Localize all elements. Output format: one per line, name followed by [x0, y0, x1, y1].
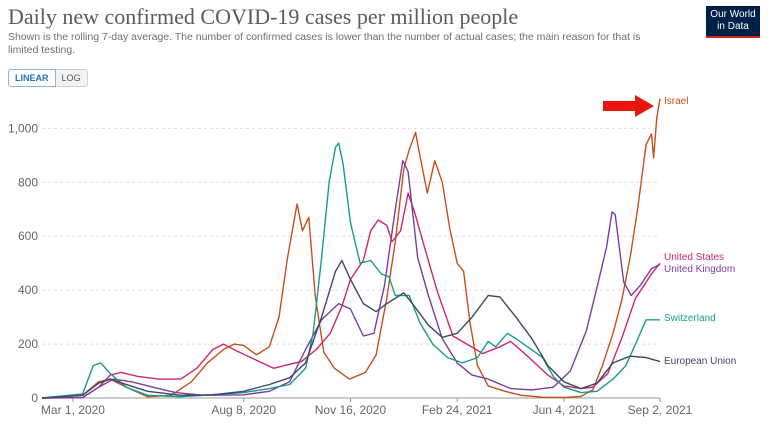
logo-line-1: Our World: [710, 9, 756, 20]
x-tick-label: Mar 1, 2020: [41, 403, 105, 417]
series-label: United Kingdom: [664, 264, 735, 275]
y-tick-label: 1,000: [8, 121, 38, 135]
series-line-israel: [41, 98, 661, 399]
y-tick-label: 600: [18, 229, 38, 243]
chart-title: Daily new confirmed COVID-19 cases per m…: [8, 4, 519, 29]
y-tick-label: 400: [18, 283, 38, 297]
series-label: European Union: [664, 356, 736, 367]
annotation-arrow-icon: [603, 95, 654, 117]
linear-scale-button[interactable]: LINEAR: [8, 69, 56, 87]
y-tick-label: 0: [31, 391, 38, 405]
chart-subtitle: Shown is the rolling 7-day average. The …: [8, 31, 641, 56]
y-tick-label: 200: [18, 337, 38, 351]
series-label: Israel: [664, 96, 688, 107]
x-tick-label: Nov 16, 2020: [315, 403, 387, 417]
scale-toggle: LINEAR LOG: [8, 69, 88, 87]
x-tick-label: Feb 24, 2021: [422, 403, 493, 417]
series-label: Switzerland: [664, 313, 716, 324]
series-line-switzerland: [41, 142, 660, 399]
series-line-european-union: [41, 259, 661, 399]
x-tick-label: Aug 8, 2020: [211, 403, 276, 417]
series-label: United States: [664, 252, 724, 263]
logo-line-2: in Data: [717, 20, 749, 32]
y-tick-label: 800: [18, 175, 38, 189]
owid-logo[interactable]: Our World in Data: [706, 6, 760, 38]
x-tick-label: Sep 2, 2021: [628, 403, 693, 417]
logo-underline: [706, 36, 760, 38]
x-tick-label: Jun 4, 2021: [533, 403, 596, 417]
log-scale-button[interactable]: LOG: [55, 69, 88, 87]
